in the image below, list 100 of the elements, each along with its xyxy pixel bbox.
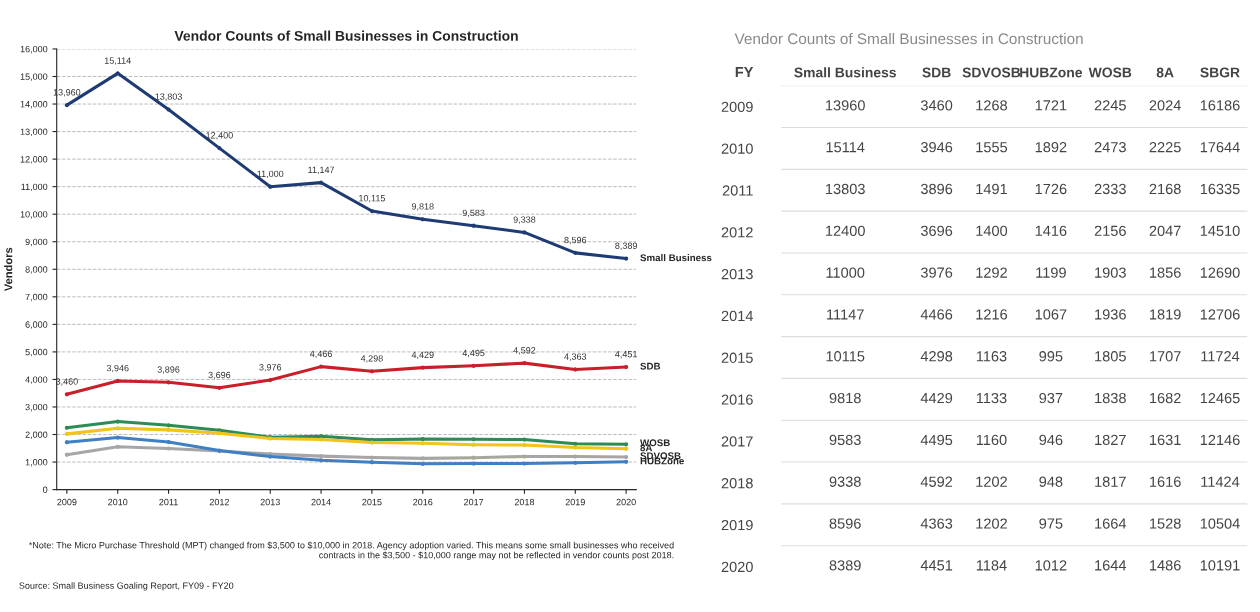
- x-tick-label: 2020: [616, 498, 636, 506]
- data-label: 9818: [829, 392, 861, 404]
- x-tick-label: HUBZone: [1020, 67, 1083, 78]
- data-label: 9,818: [411, 203, 434, 211]
- data-label: 4429: [920, 392, 953, 404]
- point: [64, 425, 69, 430]
- point: [471, 437, 476, 442]
- data-label: 1936: [1095, 309, 1126, 320]
- data-label: 1819: [1150, 309, 1181, 320]
- data-label: 1555: [976, 142, 1008, 153]
- x-tick-label: WOSB: [1088, 67, 1132, 78]
- source-note: Source: Small Business Goaling Report, FY09 - FY20: [19, 582, 234, 591]
- data-label: 9583: [829, 434, 861, 446]
- point: [420, 217, 425, 222]
- point: [522, 443, 527, 448]
- data-label: 8,596: [564, 236, 587, 245]
- data-label: 3976: [920, 267, 953, 278]
- y-tick-label: 15,000: [20, 73, 48, 81]
- data-label: 11,147: [308, 166, 335, 175]
- data-label: 13,803: [155, 93, 182, 101]
- chart-title: Vendor Counts of Small Businesses in Construction: [174, 30, 518, 41]
- x-tick-label: 2015: [362, 498, 382, 506]
- text: FY: [735, 67, 754, 78]
- point: [64, 440, 69, 445]
- data-label: 1631: [1150, 434, 1181, 446]
- data-label: 1067: [1035, 309, 1067, 320]
- data-label: 1664: [1095, 518, 1127, 529]
- data-label: 1486: [1150, 560, 1181, 571]
- data-label: 1292: [976, 267, 1007, 278]
- point: [319, 364, 324, 369]
- data-label: 1817: [1095, 476, 1126, 487]
- data-label: 2333: [1094, 183, 1126, 195]
- data-label: 4,495: [462, 349, 485, 358]
- data-label: 1202: [976, 518, 1007, 529]
- point: [166, 446, 171, 451]
- point: [624, 446, 629, 451]
- data-label: 4466: [920, 309, 953, 320]
- data-label: 1400: [976, 225, 1008, 236]
- point: [471, 363, 476, 368]
- point: [268, 184, 273, 189]
- data-label: 1827: [1095, 434, 1126, 446]
- data-label: 1528: [1150, 518, 1181, 529]
- x-tick-label: Small Business: [794, 67, 896, 78]
- x-tick-label: 2009: [57, 498, 77, 506]
- point: [420, 365, 425, 370]
- data-label: 1682: [1150, 392, 1181, 404]
- y-tick-label: 3,000: [25, 403, 48, 412]
- x-tick-label: SDVOSB: [962, 67, 1021, 78]
- data-label: 3696: [920, 225, 953, 236]
- data-label: 10191: [1200, 560, 1240, 571]
- point: [522, 454, 527, 459]
- point: [217, 385, 222, 390]
- point: [115, 426, 120, 431]
- y-tick-label: 2013: [721, 268, 753, 280]
- y-tick-label: 2017: [721, 436, 753, 447]
- data-label: 1160: [976, 434, 1007, 446]
- data-label: 1838: [1095, 392, 1126, 404]
- data-label: 2047: [1149, 225, 1181, 236]
- data-label: 4,466: [309, 350, 332, 359]
- point: [319, 454, 324, 459]
- data-label: 3460: [920, 100, 953, 111]
- chart-title: Vendor Counts of Small Businesses in Construction: [734, 32, 1083, 45]
- point: [166, 427, 171, 432]
- data-label: 10,115: [359, 195, 386, 203]
- y-tick-label: 2009: [721, 101, 753, 113]
- point: [624, 364, 629, 370]
- x-tick-label: 2019: [565, 498, 585, 506]
- data-label: 14510: [1200, 225, 1240, 236]
- point: [166, 439, 171, 445]
- y-tick-label: 2019: [721, 519, 753, 531]
- data-label: 12146: [1200, 434, 1240, 446]
- y-tick-label: 8,000: [25, 266, 48, 274]
- data-label: 11724: [1201, 351, 1240, 362]
- y-tick-label: 5,000: [25, 348, 48, 357]
- y-tick-label: 16,000: [20, 45, 48, 54]
- data-label: 1644: [1095, 560, 1127, 571]
- data-label: 995: [1039, 351, 1063, 362]
- point: [573, 250, 578, 255]
- data-label: 4363: [920, 518, 953, 529]
- point: [319, 180, 324, 185]
- x-tick-label: SDB: [922, 67, 951, 78]
- data-label: 2024: [1149, 100, 1181, 111]
- data-label: 1616: [1150, 476, 1181, 487]
- point: [573, 454, 578, 459]
- y-tick-label: 2011: [722, 185, 753, 196]
- point: [369, 208, 374, 214]
- data-label: 4,592: [513, 347, 536, 355]
- data-label: 12,400: [206, 132, 233, 140]
- point: [369, 369, 374, 374]
- data-label: 1216: [976, 309, 1008, 320]
- series-label: SDB: [640, 362, 661, 370]
- data-label: 8596: [829, 518, 861, 529]
- data-label: 12465: [1200, 392, 1240, 404]
- data-label: 975: [1039, 518, 1063, 529]
- y-tick-label: 2018: [721, 478, 753, 489]
- x-tick-label: 2013: [260, 498, 280, 506]
- x-tick-label: 2012: [209, 498, 229, 506]
- data-label: 1721: [1035, 100, 1067, 111]
- data-label: 1012: [1035, 560, 1067, 571]
- data-label: 17644: [1200, 142, 1240, 153]
